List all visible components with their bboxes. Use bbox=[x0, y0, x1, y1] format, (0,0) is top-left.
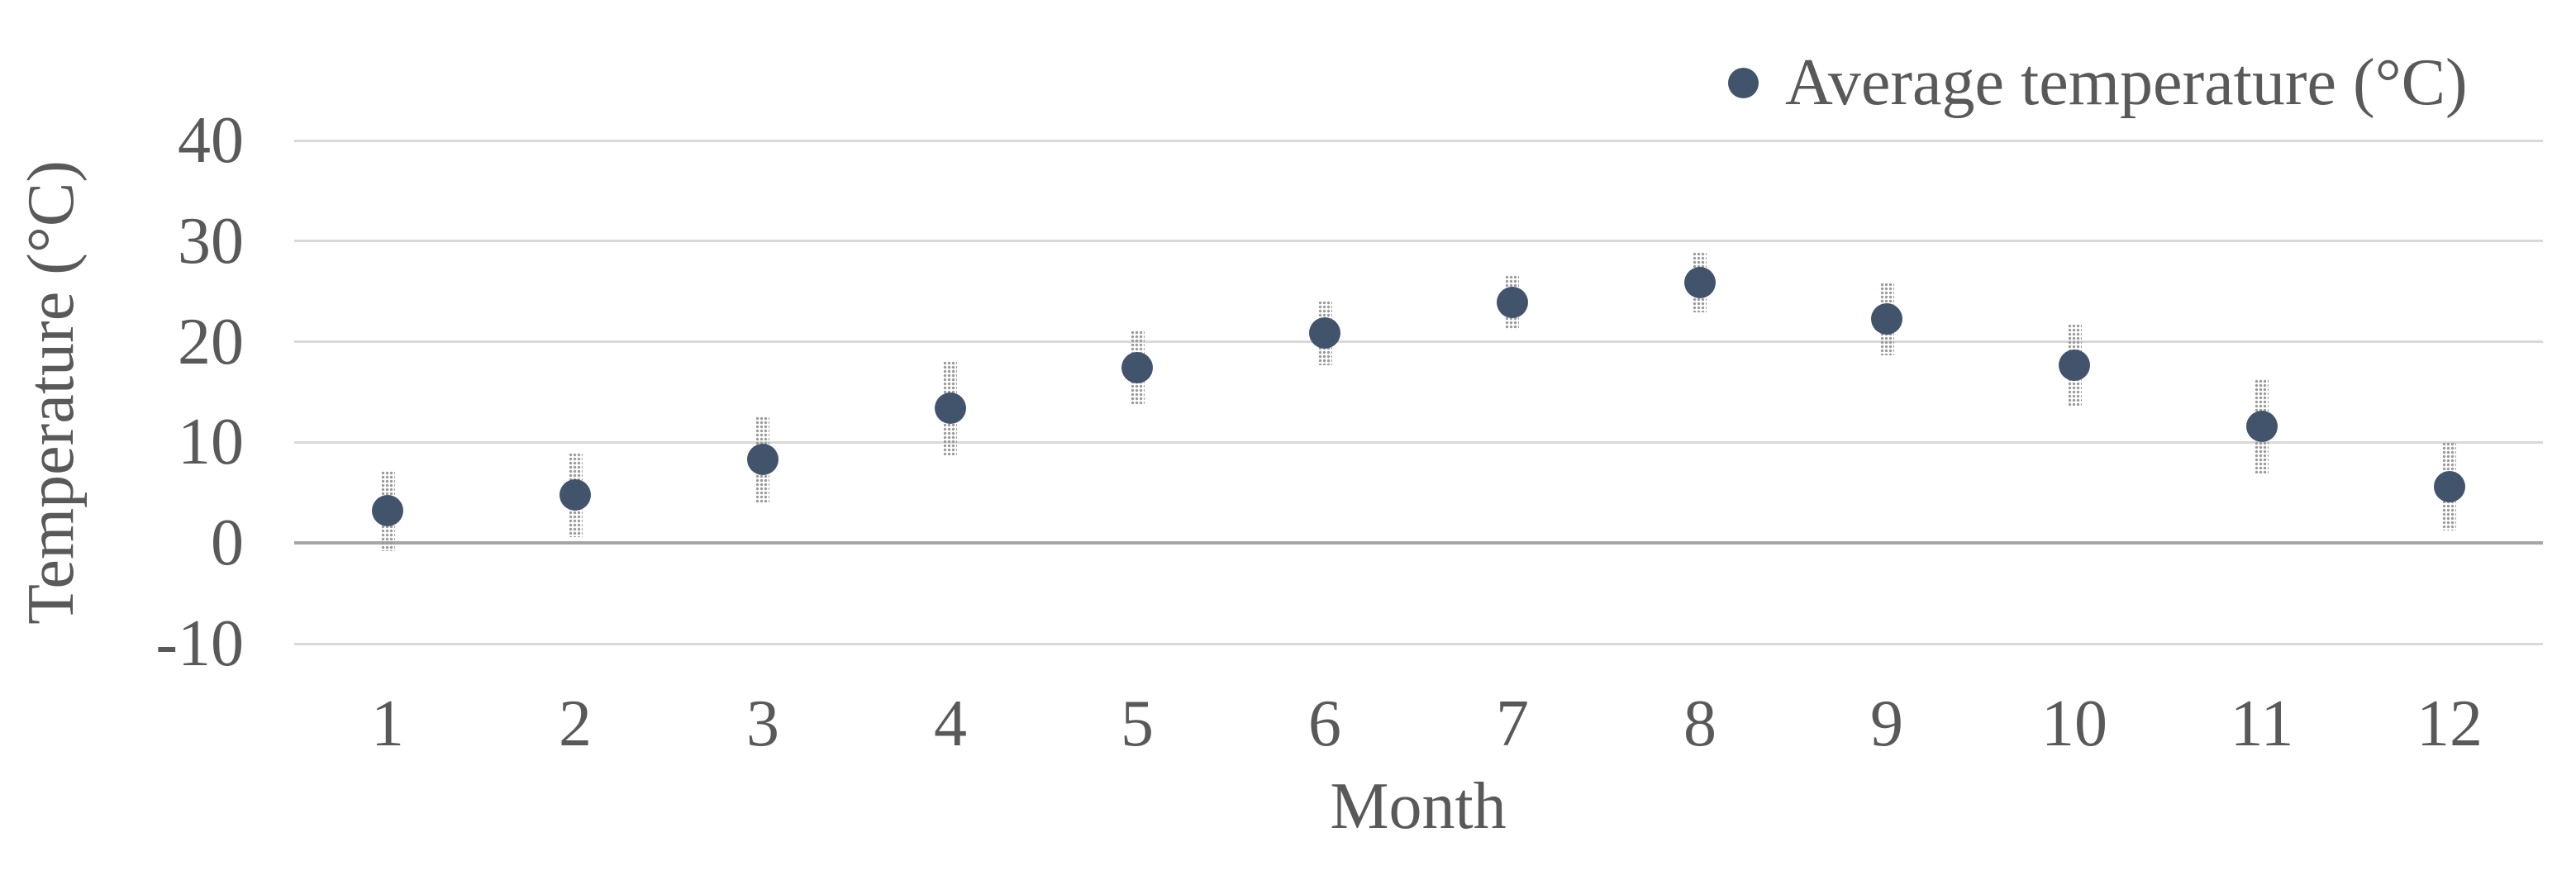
x-tick-label-4: 4 bbox=[934, 687, 967, 760]
x-tick-label-7: 7 bbox=[1496, 687, 1529, 760]
data-point-month-3 bbox=[747, 444, 779, 475]
y-tick-label-30: 30 bbox=[178, 205, 244, 278]
x-tick-label-10: 10 bbox=[2041, 687, 2107, 760]
gridline-y40 bbox=[294, 140, 2543, 142]
legend-marker-circle-icon bbox=[1728, 67, 1759, 98]
x-tick-label-11: 11 bbox=[2230, 687, 2294, 760]
y-tick-label-10: 10 bbox=[178, 406, 244, 478]
data-point-month-12 bbox=[2434, 471, 2465, 502]
x-tick-label-9: 9 bbox=[1870, 687, 1903, 760]
gridline-y-10 bbox=[294, 643, 2543, 645]
legend-label: Average temperature (°C) bbox=[1785, 46, 2468, 119]
data-point-month-6 bbox=[1309, 317, 1340, 349]
x-tick-label-6: 6 bbox=[1308, 687, 1341, 760]
data-point-month-1 bbox=[372, 495, 403, 526]
data-point-month-5 bbox=[1121, 352, 1153, 383]
x-tick-label-12: 12 bbox=[2416, 687, 2483, 760]
x-tick-label-5: 5 bbox=[1121, 687, 1154, 760]
data-point-month-11 bbox=[2246, 411, 2278, 442]
y-tick-label-0: 0 bbox=[211, 507, 244, 579]
gridline-y30 bbox=[294, 240, 2543, 242]
data-point-month-9 bbox=[1871, 303, 1902, 335]
data-point-month-7 bbox=[1497, 287, 1528, 318]
x-tick-label-2: 2 bbox=[559, 687, 592, 760]
data-point-month-2 bbox=[559, 479, 591, 511]
y-tick-label-40: 40 bbox=[178, 104, 244, 177]
y-tick-label--10: -10 bbox=[155, 607, 244, 680]
y-tick-label-20: 20 bbox=[178, 306, 244, 378]
legend: Average temperature (°C) bbox=[1728, 43, 2468, 122]
x-axis-title: Month bbox=[1330, 770, 1507, 843]
x-axis-zero-line bbox=[294, 541, 2543, 545]
x-tick-label-3: 3 bbox=[746, 687, 779, 760]
gridline-y10 bbox=[294, 441, 2543, 444]
data-point-month-4 bbox=[935, 392, 966, 424]
x-tick-label-8: 8 bbox=[1683, 687, 1717, 760]
data-point-month-8 bbox=[1684, 267, 1716, 298]
x-tick-label-1: 1 bbox=[371, 687, 404, 760]
gridline-y20 bbox=[294, 340, 2543, 343]
data-point-month-10 bbox=[2059, 350, 2090, 381]
